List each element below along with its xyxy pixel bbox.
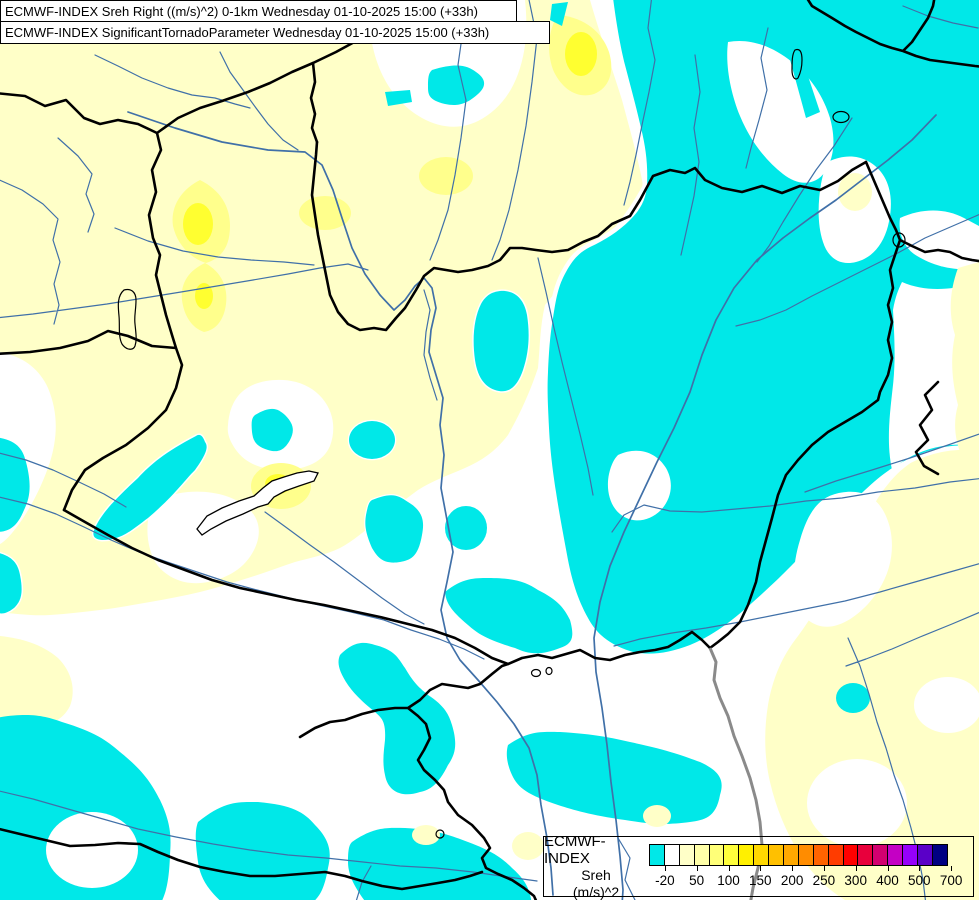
colorbar-cell [783,844,799,866]
legend-parameter-label: Sreh [581,866,611,883]
colorbar-cell [708,844,725,866]
lake-balaton [196,470,319,536]
colorbar-tick-mark [792,866,794,871]
border-morava [309,61,319,144]
colorbar-cell [723,844,740,866]
colorbar-cell [812,844,829,866]
lake-small-4 [435,829,445,839]
colorbar-cell [693,844,710,866]
tisza-river [593,114,937,900]
colorbar-tick-label: 50 [689,873,705,888]
colorbar-tick-label: 150 [749,873,772,888]
lake-small-5 [892,232,906,248]
colorbar-cell [842,844,859,866]
colorbar-cell [827,844,844,866]
colorbar-cell [768,844,785,866]
colorbar-cell [857,844,874,866]
border-croatia-bosnia [0,662,538,900]
colorbar-cell [649,844,665,866]
colorbar-tick-label: 100 [717,873,740,888]
colorbar-tick-label: 200 [780,873,804,888]
border-hungary-slovakia [310,140,868,332]
colorbar-cell [753,844,770,866]
border-hungary-romania [708,238,902,650]
colorbar-cell [872,844,889,866]
border-slovakia-ukraine [806,0,979,68]
colorbar-tick-mark [664,866,666,871]
colorbar-tick-mark [696,866,698,871]
colorbar-cell [738,844,755,866]
colorbar-tick-mark [919,866,921,871]
legend-units-label: (m/s)^2 [572,883,620,900]
lake-ne-reservoir [791,48,803,80]
colorbar-tick-mark [823,866,825,871]
colorbar-cell [678,844,695,866]
border-ukraine-romania [898,238,979,263]
colorbar-tick-mark [855,866,857,871]
map-title-line1: ECMWF-INDEX Sreh Right ((m/s)^2) 0-1km W… [0,0,517,23]
colorbar-cell [917,844,933,866]
colorbar-cell [931,844,948,866]
colorbar-tick-mark [951,866,953,871]
legend-ticks: -20 50 100 150 200 250 300 400 500 700 [649,866,967,894]
border-czech-austria [0,92,159,135]
colorbar-cell [663,844,680,866]
border-hungary-croatia [62,508,712,666]
map-title-line2: ECMWF-INDEX SignificantTornadoParameter … [0,21,550,44]
colorbar-cell [797,844,814,866]
danube-river [127,111,554,896]
colorbar-tick-label: 500 [908,873,931,888]
colorbar-tick-mark [760,866,762,871]
legend-labels: ECMWF-INDEX Sreh (m/s)^2 [544,833,648,900]
lake-small-2 [530,668,542,678]
colorbar-tick-mark [887,866,889,871]
colorbar-tick-label: 250 [812,873,836,888]
lakes [117,48,906,839]
border-romania-wiggle [914,380,940,476]
lake-small-3 [545,666,553,676]
lake-neusiedl [117,288,137,350]
colorbar-tick-label: -20 [655,873,675,888]
colorbar-tick-label: 300 [844,873,867,888]
colorbar-tick-mark [728,866,730,871]
border-austria-hungary [0,131,184,512]
colorbar-cell [902,844,919,866]
legend-box: ECMWF-INDEX Sreh (m/s)^2 -20 50 100 150 200 2… [543,833,974,900]
colorbar-tick-label: 400 [876,873,899,888]
legend-product-label: ECMWF-INDEX [544,832,606,867]
lake-small-1 [832,110,850,124]
colorbar-tick-label: 700 [939,873,963,888]
colorbar-cell [887,844,904,866]
legend-colorbar [649,844,948,866]
pale-yellow-west-patch [0,636,73,727]
border-hungary-ukraine [864,160,902,242]
